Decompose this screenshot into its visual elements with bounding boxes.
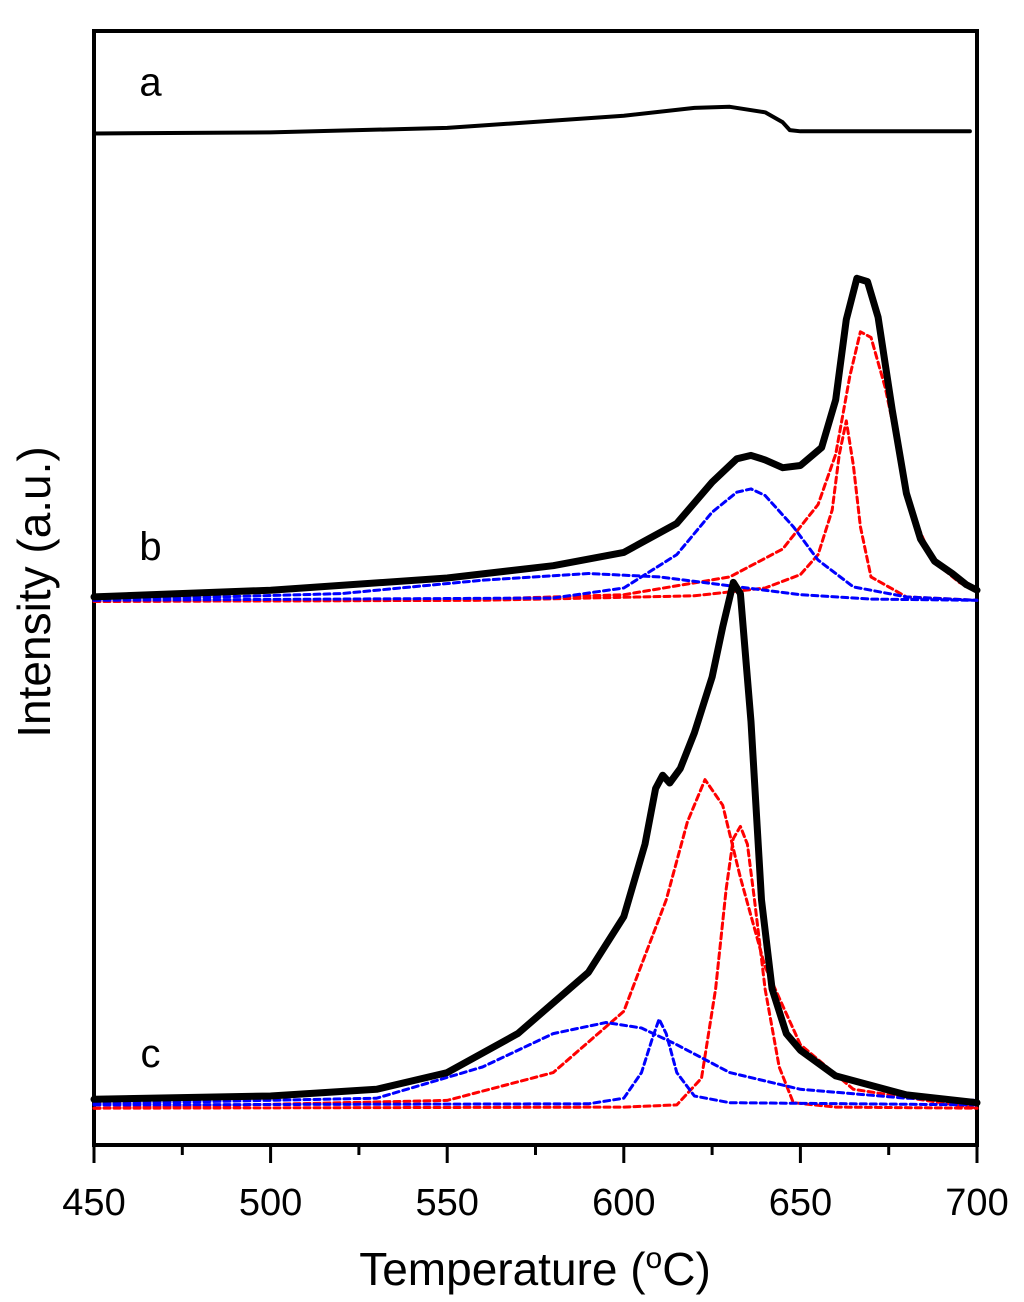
y-axis-title: Intensity (a.u.) [8, 446, 60, 737]
plot-frame [92, 29, 979, 1147]
x-tick-label: 600 [592, 1182, 655, 1224]
series-b-fit-red-2 [92, 330, 979, 603]
plot-border [92, 29, 979, 1147]
series-b-measured [90, 274, 981, 601]
curve-label-c: c [141, 1032, 161, 1076]
x-tick-label: 500 [239, 1182, 302, 1224]
series-c-fit-red-1 [92, 778, 979, 1110]
x-tick-label: 650 [769, 1182, 832, 1224]
series-b-fit-red-1 [92, 419, 979, 603]
x-axis-title-superscript: o [646, 1242, 663, 1275]
series-layer [90, 104, 981, 1110]
series-b-fit-blue-1 [92, 572, 979, 602]
x-tick-label: 700 [945, 1182, 1008, 1224]
x-axis-title: Temperature (oC) [359, 1242, 711, 1295]
series-c-measured [90, 578, 981, 1107]
curve-label-a: a [139, 61, 162, 105]
series-c-fit-blue-2 [92, 1017, 979, 1107]
series-a-measured [92, 104, 972, 136]
series-c-fit-red-2 [92, 824, 979, 1110]
curve-label-b: b [139, 525, 161, 569]
series-c-fit-blue-1 [92, 1021, 979, 1106]
x-tick-label: 550 [415, 1182, 478, 1224]
x-axis-title-main: Temperature ( [359, 1243, 646, 1295]
x-axis: 450 500 550 600 650 700 [62, 1145, 1009, 1224]
curve-labels: a b c [139, 61, 162, 1076]
series-b-fit-blue-2 [92, 487, 979, 602]
x-axis-title-end: C) [662, 1243, 711, 1295]
x-tick-label: 450 [62, 1182, 125, 1224]
